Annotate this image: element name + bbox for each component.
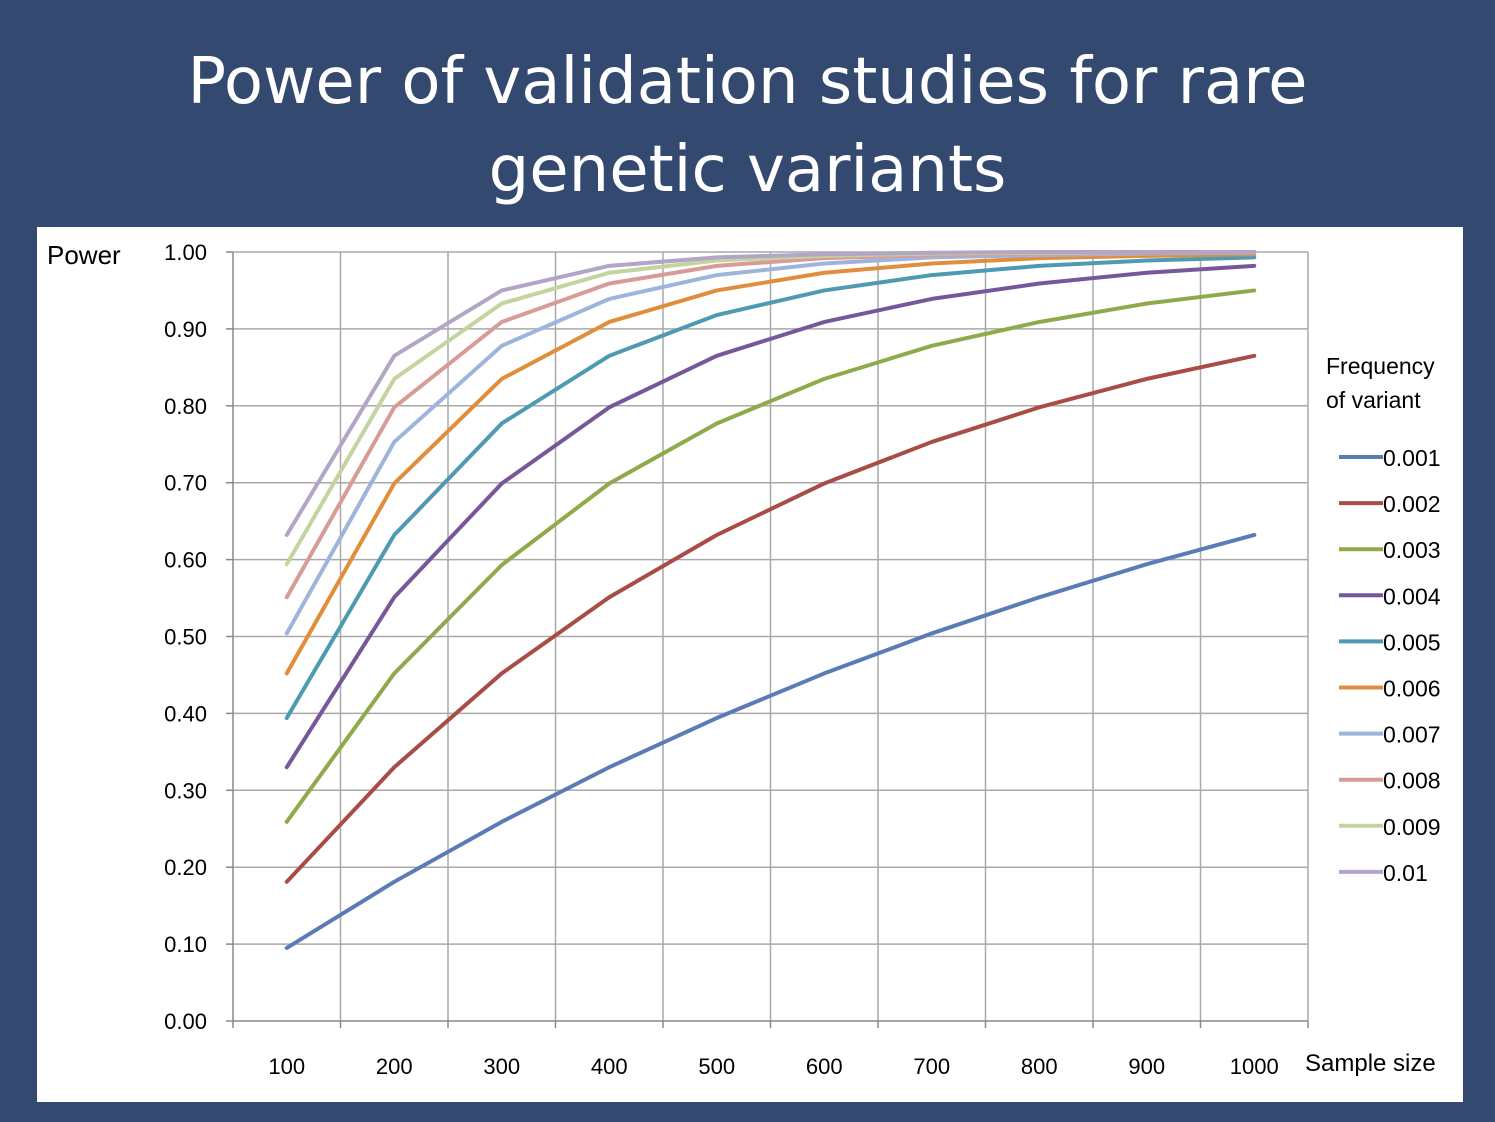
y-tick-label: 0.80	[164, 394, 207, 419]
legend-label: 0.005	[1383, 629, 1441, 655]
x-tick-label: 600	[806, 1054, 843, 1079]
x-tick-label: 300	[483, 1054, 520, 1079]
x-tick-label: 100	[268, 1054, 305, 1079]
y-tick-label: 0.60	[164, 548, 207, 573]
series-line-0.003	[284, 288, 1257, 824]
y-tick-label: 1.00	[164, 240, 207, 265]
series-line-0.004	[284, 263, 1257, 770]
legend-label: 0.001	[1383, 445, 1441, 471]
slide-title-line-1: Power of validation studies for rare	[187, 45, 1308, 119]
slide-title: Power of validation studies for rare gen…	[0, 38, 1495, 214]
series-line-0.001	[284, 532, 1257, 950]
series-lines	[284, 250, 1257, 950]
x-tick-label: 700	[913, 1054, 950, 1079]
y-tick-label: 0.70	[164, 471, 207, 496]
y-tick-label: 0.40	[164, 701, 207, 726]
series-line-0.006	[284, 252, 1257, 676]
y-tick-label: 0.10	[164, 932, 207, 957]
legend-label: 0.003	[1383, 537, 1441, 563]
x-tick-label: 500	[698, 1054, 735, 1079]
y-tick-label: 0.20	[164, 855, 207, 880]
legend-label: 0.002	[1383, 491, 1441, 517]
y-tick-label: 0.00	[164, 1009, 207, 1034]
x-tick-label: 200	[376, 1054, 413, 1079]
legend-label: 0.009	[1383, 814, 1441, 840]
x-tick-label: 900	[1128, 1054, 1165, 1079]
x-axis-title: Sample size	[1305, 1050, 1436, 1077]
legend-title-line: Frequency	[1326, 353, 1435, 379]
legend-label: 0.01	[1383, 860, 1428, 886]
y-axis-title: Power	[47, 240, 121, 270]
series-line-0.01	[284, 250, 1257, 537]
series-line-0.005	[284, 255, 1257, 721]
chart-panel: 0.00 0.10 0.20 0.30 0.40 0.50 0.60 0.70 0.80 0.90…	[37, 227, 1463, 1102]
y-tick-label: 0.50	[164, 625, 207, 650]
legend-label: 0.008	[1383, 768, 1441, 794]
legend-label: 0.006	[1383, 676, 1441, 702]
x-tick-label: 1000	[1230, 1054, 1279, 1079]
legend-title-line: of variant	[1326, 387, 1421, 413]
x-tick-label: 800	[1021, 1054, 1058, 1079]
gridlines	[233, 251, 1309, 1021]
slide-title-line-2: genetic variants	[488, 133, 1007, 207]
legend-label: 0.004	[1383, 583, 1441, 609]
x-tick-label: 400	[591, 1054, 628, 1079]
axes	[226, 251, 1309, 1028]
y-tick-label: 0.90	[164, 317, 207, 342]
axis-labels: 0.00 0.10 0.20 0.30 0.40 0.50 0.60 0.70 0.80 0.90…	[47, 240, 1436, 1079]
series-line-0.002	[284, 353, 1257, 884]
legend-label: 0.007	[1383, 722, 1441, 748]
power-line-chart: 0.00 0.10 0.20 0.30 0.40 0.50 0.60 0.70 0.80 0.90…	[47, 240, 1441, 1079]
legend: Frequency of variant 0.001 0.002 0.003 0.004 0…	[1326, 353, 1441, 886]
y-tick-label: 0.30	[164, 778, 207, 803]
